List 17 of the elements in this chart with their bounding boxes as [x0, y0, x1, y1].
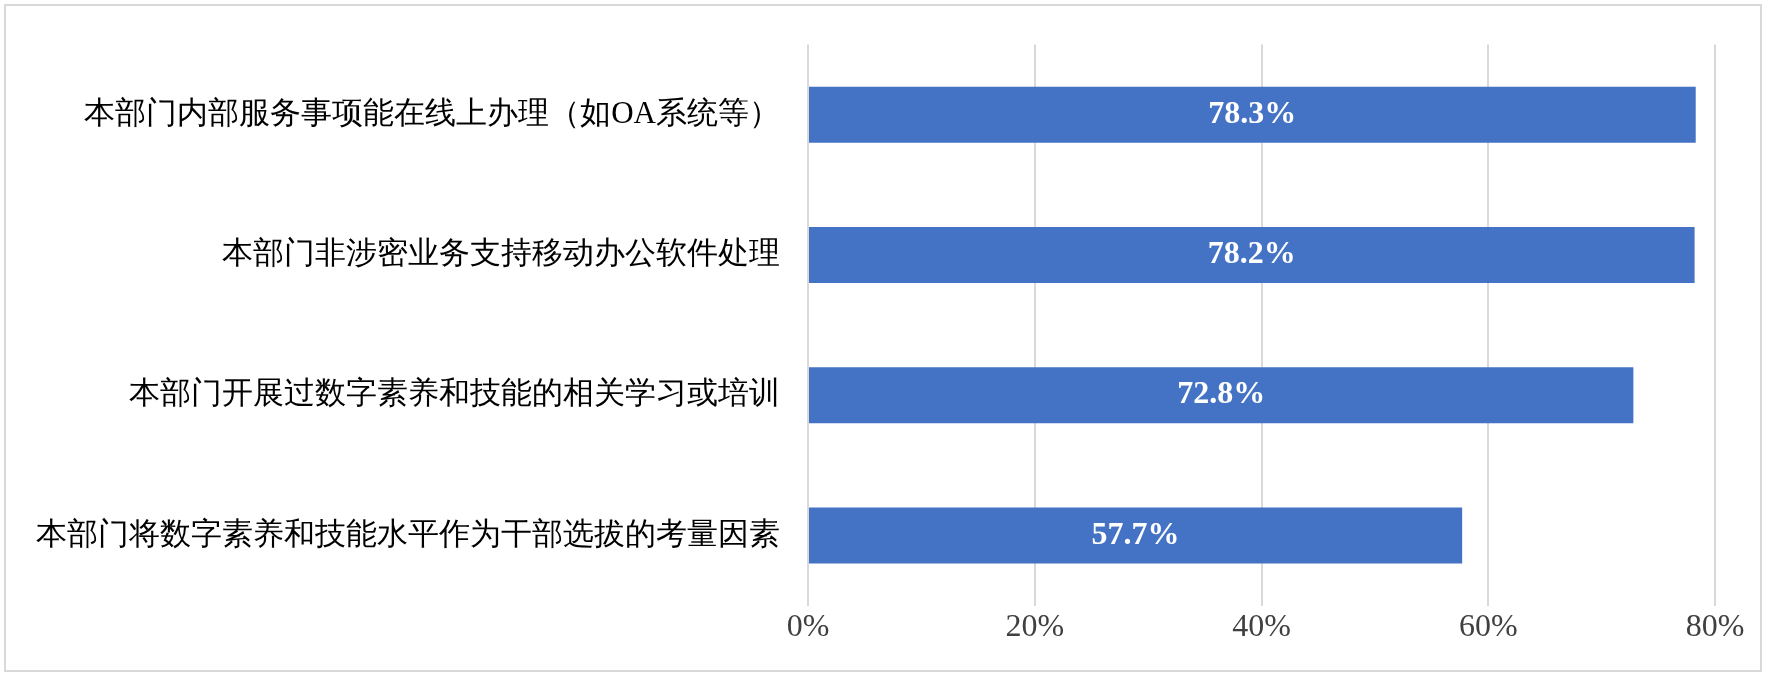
bar [809, 86, 1696, 143]
y-tick-label: 本部门内部服务事项能在线上办理（如OA系统等） [84, 94, 780, 130]
y-tick-label: 本部门非涉密业务支持移动办公软件处理 [222, 235, 780, 271]
y-tick-label: 本部门开展过数字素养和技能的相关学习或培训 [129, 375, 780, 411]
data-label: 78.2% [1207, 234, 1296, 271]
data-label: 78.3% [1208, 93, 1297, 130]
data-label: 72.8% [1177, 374, 1266, 411]
bar [809, 507, 1463, 564]
x-tick-label: 20% [1005, 607, 1065, 644]
data-label: 57.7% [1091, 514, 1180, 551]
bar [809, 226, 1695, 284]
y-tick-label: 本部门将数字素养和技能水平作为干部选拔的考量因素 [36, 515, 780, 551]
x-tick-label: 80% [1685, 607, 1745, 644]
bar [809, 367, 1634, 424]
x-tick-label: 40% [1232, 607, 1291, 644]
x-tick-label: 0% [786, 607, 830, 644]
x-tick-label: 60% [1458, 607, 1518, 644]
